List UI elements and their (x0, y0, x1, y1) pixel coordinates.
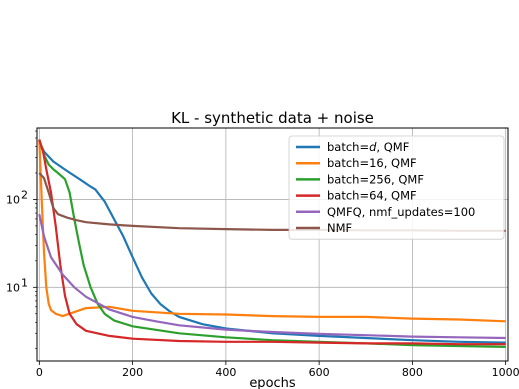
chart-title: KL - synthetic data + noise (171, 109, 374, 127)
x-tick-label: 1000 (492, 366, 519, 379)
legend-label-1: batch=16, QMF (327, 156, 417, 170)
legend-label-3: batch=64, QMF (327, 189, 417, 203)
x-tick-label: 0 (36, 366, 43, 379)
series-line-4 (38, 213, 506, 340)
x-tick-label: 800 (402, 366, 423, 379)
legend-label-4: QMFQ, nmf_updates=100 (327, 205, 475, 219)
x-axis-label: epochs (249, 376, 296, 389)
series-line-3 (38, 139, 506, 346)
x-tick-label: 400 (215, 366, 236, 379)
x-tick-label: 600 (309, 366, 330, 379)
legend-label-2: batch=256, QMF (327, 172, 424, 186)
legend-label-5: NMF (327, 221, 352, 235)
series-line-1 (38, 139, 506, 323)
y-tick-label: 10 (6, 193, 20, 206)
y-tick-exponent: 1 (21, 276, 28, 289)
y-tick-label: 10 (6, 281, 20, 294)
x-tick-label: 200 (122, 366, 143, 379)
x-axis-ticks: 0 200 400 600 800 1000 (36, 361, 519, 379)
plot-frame (36, 127, 509, 362)
series-line-0 (38, 141, 506, 344)
legend-box (288, 135, 505, 240)
legend-label-0: batch=d, QMF (327, 140, 409, 154)
y-tick-exponent: 2 (21, 188, 28, 201)
legend: batch=d, QMF batch=16, QMF batch=256, QMF b… (288, 135, 505, 240)
